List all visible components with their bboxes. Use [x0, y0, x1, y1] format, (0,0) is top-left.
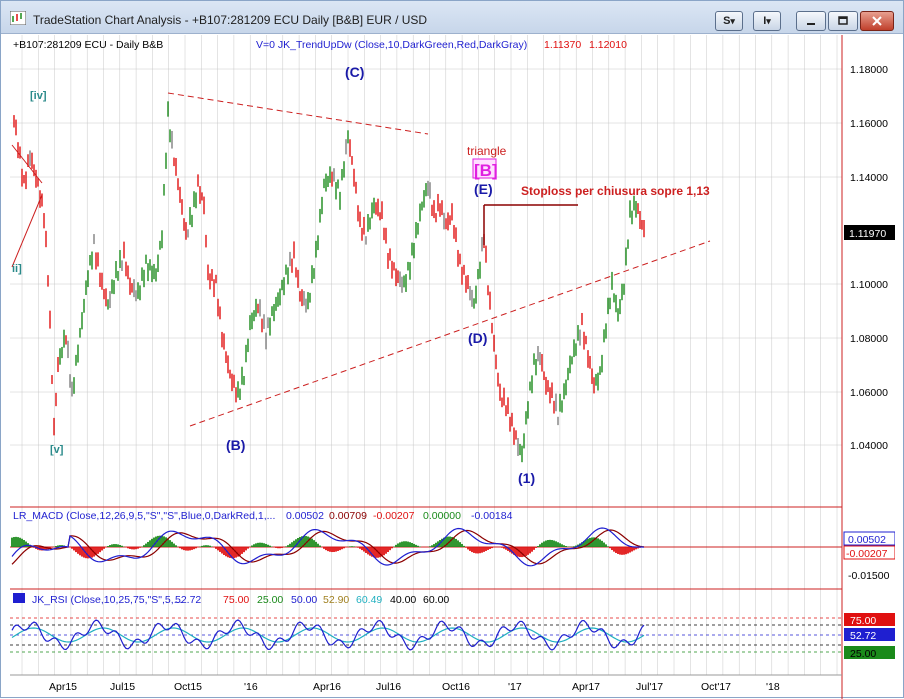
wave-d-label: (D): [468, 330, 487, 346]
iv-trendline-bottom: [11, 194, 43, 268]
window-title: TradeStation Chart Analysis - +B107:2812…: [33, 13, 428, 27]
price-chart[interactable]: +B107:281209 ECU - Daily B&B V=0 JK_Tren…: [10, 35, 895, 699]
macd-axis-value-2: -0.00207: [846, 548, 888, 560]
wave-b-box-label: [B]: [474, 161, 498, 180]
macd-value-1: 0.00502: [286, 510, 324, 522]
wave-ii-label: ii]: [12, 263, 22, 275]
macd-axis-badge-1: [843, 531, 895, 546]
rsi-value-1: 52.72: [175, 594, 201, 606]
symbol-label: +B107:281209 ECU - Daily B&B: [13, 39, 163, 51]
macd-axis-badge-2: [843, 545, 895, 560]
minimize-button[interactable]: [796, 11, 826, 31]
price-axis-label: 1.16000: [850, 118, 888, 130]
indicator-value-1: 1.11370: [544, 39, 581, 51]
chart-app-icon: [10, 11, 26, 25]
macd-value-5: -0.00184: [471, 510, 513, 522]
rsi-axis-badge-mid: [844, 628, 895, 641]
macd-label: LR_MACD (Close,12,26,9,5,"S","S",Blue,0,…: [13, 510, 275, 522]
macd-value-3: -0.00207: [373, 510, 415, 522]
rsi-axis-badge-bot: [844, 646, 895, 659]
rsi-plot: [10, 617, 842, 653]
macd-value-4: 0.00000: [423, 510, 461, 522]
time-axis-label: Apr17: [572, 681, 600, 693]
rsi-axis-bot: 25.00: [850, 648, 876, 660]
time-axis-label: Apr16: [313, 681, 341, 693]
time-axis-label: Jul15: [110, 681, 135, 693]
maximize-button[interactable]: [828, 11, 858, 31]
wave-iv-label: [iv]: [30, 90, 47, 102]
time-axis-label: Oct'17: [701, 681, 731, 693]
time-axis-label: Oct15: [174, 681, 202, 693]
time-axis-label: '18: [766, 681, 780, 693]
time-axis-label: '17: [508, 681, 522, 693]
close-icon: [872, 16, 882, 26]
macd-plot: [10, 527, 842, 567]
time-axis-label: Oct16: [442, 681, 470, 693]
price-axis: 1.18000 1.16000 1.14000 1.10000 1.08000 1.060…: [850, 64, 888, 452]
time-axis-label: Jul16: [376, 681, 401, 693]
i-dropdown-button[interactable]: I▾: [753, 11, 781, 31]
title-bar[interactable]: TradeStation Chart Analysis - +B107:2812…: [1, 1, 903, 34]
last-price-badge: [844, 225, 895, 240]
trend-indicator-label: V=0 JK_TrendUpDw (Close,10,DarkGreen,Red…: [256, 39, 527, 51]
rsi-value-5: 52.90: [323, 594, 349, 606]
price-bars: [13, 101, 645, 463]
time-axis: Apr15 Jul15 Oct15 '16 Apr16 Jul16 Oct16 '17 Apr1…: [49, 681, 780, 693]
chart-grid: [10, 35, 842, 675]
rsi-line: [11, 619, 645, 651]
time-axis-label: Jul'17: [636, 681, 663, 693]
time-axis-label: Apr15: [49, 681, 77, 693]
dropdown-arrow-icon: ▾: [766, 16, 771, 26]
wave-b-low-label: (B): [226, 437, 245, 453]
rsi-legend-swatch: [13, 593, 25, 603]
rsi-value-3: 25.00: [257, 594, 283, 606]
minimize-icon: [807, 23, 815, 25]
s-dropdown-button[interactable]: S▾: [715, 11, 743, 31]
triangle-label: triangle: [467, 144, 507, 158]
rsi-value-6: 60.49: [356, 594, 382, 606]
stoploss-label: Stoploss per chiusura sopre 1,13: [521, 184, 710, 198]
rsi-value-7: 40.00: [390, 594, 416, 606]
macd-axis-tick: -0.01500: [848, 570, 890, 582]
close-button[interactable]: [860, 11, 894, 31]
wave-v-label: [v]: [50, 444, 64, 456]
rsi-axis-badge-top: [844, 613, 895, 626]
iv-trendline-top: [11, 144, 43, 184]
macd-signal-line: [11, 529, 645, 565]
i-button-label: I: [763, 15, 767, 27]
wave-c-label: (C): [345, 64, 364, 80]
wave-b-box: [472, 158, 497, 179]
rsi-label: JK_RSI (Close,10,25,75,"S",5,...: [32, 594, 182, 606]
last-price-value: 1.11970: [849, 228, 886, 240]
lower-trendline: [189, 240, 711, 427]
wave-1-label: (1): [518, 470, 535, 486]
price-axis-label: 1.14000: [850, 172, 888, 184]
s-button-label: S: [723, 15, 731, 27]
dropdown-arrow-icon: ▾: [730, 16, 735, 26]
rsi-value-2: 75.00: [223, 594, 249, 606]
wave-e-label: (E): [474, 181, 493, 197]
macd-line: [11, 527, 645, 567]
rsi-axis-mid: 52.72: [850, 630, 876, 642]
price-axis-label: 1.10000: [850, 279, 888, 291]
time-axis-label: '16: [244, 681, 258, 693]
maximize-icon: [838, 16, 848, 25]
price-axis-label: 1.18000: [850, 64, 888, 76]
upper-trendline: [167, 92, 429, 135]
indicator-value-2: 1.12010: [589, 39, 627, 51]
price-axis-label: 1.08000: [850, 333, 888, 345]
rsi-value-4: 50.00: [291, 594, 317, 606]
price-axis-label: 1.06000: [850, 387, 888, 399]
price-axis-label: 1.04000: [850, 440, 888, 452]
rsi-value-8: 60.00: [423, 594, 449, 606]
macd-value-2: 0.00709: [329, 510, 367, 522]
rsi-axis-top: 75.00: [850, 615, 876, 627]
macd-axis-value-1: 0.00502: [848, 534, 886, 546]
